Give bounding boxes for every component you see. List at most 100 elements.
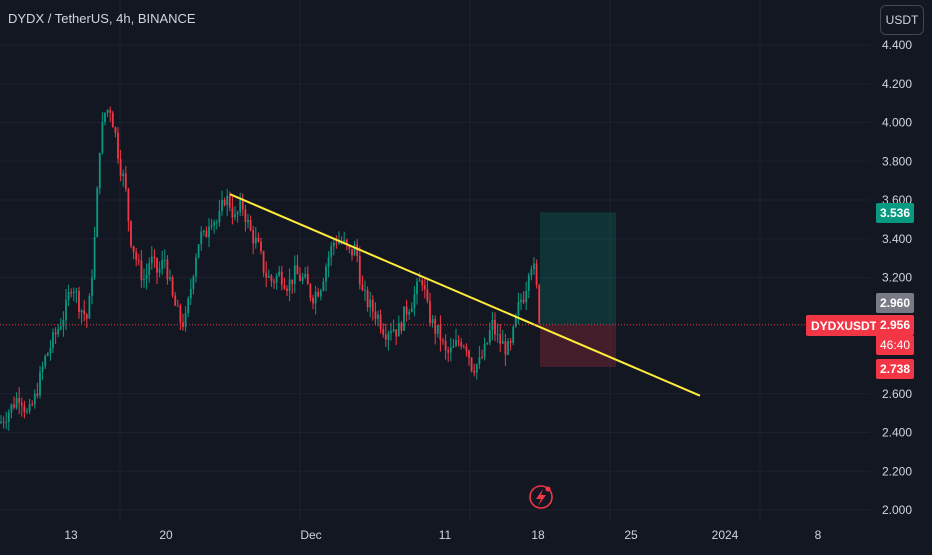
candle-body [72,292,75,294]
candle-body [431,319,434,324]
candle-body [57,329,60,335]
candle-body [174,295,177,306]
target-zone [540,212,616,325]
candle-body [241,199,244,210]
candle-body [98,152,101,189]
candle-body [408,312,411,315]
candle-body [265,272,268,278]
candle-body [452,345,455,348]
price-tick-label: 2.000 [882,503,912,517]
candle-body [54,332,57,335]
candle-body [169,277,171,280]
candle-body [111,112,114,128]
candle-body [273,281,275,283]
candle-body [496,334,499,336]
candle-body [306,273,309,285]
candle-body [67,292,70,300]
candle-body [31,404,34,406]
candle-body [166,259,169,280]
candle-body [436,324,439,334]
time-tick-label: 18 [531,528,545,542]
candle-body [374,311,377,319]
candle-body [179,305,182,323]
candle-body [59,326,62,330]
candle-body [447,350,450,353]
candle-body [202,230,205,232]
candle-body [353,244,356,256]
candle-body [132,246,135,253]
candle-body [382,329,385,335]
candle-body [538,285,541,323]
candle-body [299,274,301,281]
candle-body [361,284,364,291]
candle-body [218,211,221,223]
candle-body [140,260,143,281]
candle-body [309,284,312,298]
candle-body [257,237,260,242]
candle-body [348,244,351,249]
candle-body [161,259,164,270]
candle-body [314,291,317,304]
candle-body [366,289,369,308]
candle-body [26,411,28,413]
candle-body [270,275,273,282]
candle-body [504,341,507,355]
candle-body [478,357,481,365]
candle-body [449,347,452,353]
candle-body [5,421,8,423]
candle-body [275,275,278,283]
candle-body [392,329,395,332]
time-tick-label: 2024 [712,528,739,542]
candle-body [33,393,36,405]
candle-body [473,370,476,373]
candle-body [96,188,99,237]
candle-body [213,222,216,226]
candle-body [124,173,127,189]
candle-body [109,109,112,113]
candle-body [262,251,265,273]
candle-body [210,225,213,227]
price-tick-label: 4.000 [882,116,912,130]
candle-body [83,310,86,315]
candle-body [153,256,156,259]
price-tick-label: 3.400 [882,232,912,246]
candle-body [319,290,322,297]
candle-body [475,364,478,373]
candle-body [15,397,18,408]
candle-body [462,346,465,348]
candle-body [483,343,486,358]
candle-body [377,314,379,319]
currency-button[interactable]: USDT [880,5,924,35]
candle-body [221,199,223,212]
candle-body [423,285,426,290]
last-price-tag: 2.956 [876,315,915,335]
candle-body [44,355,47,367]
lightning-icon[interactable] [529,485,553,509]
candle-body [145,274,148,280]
candle-body [28,404,31,412]
price-tick-label: 2.400 [882,426,912,440]
candle-body [522,299,525,303]
candle-body [65,299,67,321]
candle-body [530,269,533,276]
candle-body [426,289,429,301]
price-tick-label: 4.400 [882,38,912,52]
time-tick-label: Dec [300,528,321,542]
candle-body [501,341,504,344]
candle-body [171,277,174,296]
candle-body [117,132,119,159]
candle-body [343,239,346,243]
candle-body [163,259,166,261]
gray-price-tag: 2.960 [876,293,915,313]
candle-body [330,246,333,258]
candle-body [465,346,468,351]
candle-body [301,277,304,281]
candle-body [208,226,210,238]
countdown-tag: 46:40 [876,335,915,355]
candle-body [184,313,187,328]
candle-body [10,404,13,413]
symbol-title: DYDX / TetherUS, 4h, BINANCE [8,11,196,26]
candle-body [127,188,130,222]
